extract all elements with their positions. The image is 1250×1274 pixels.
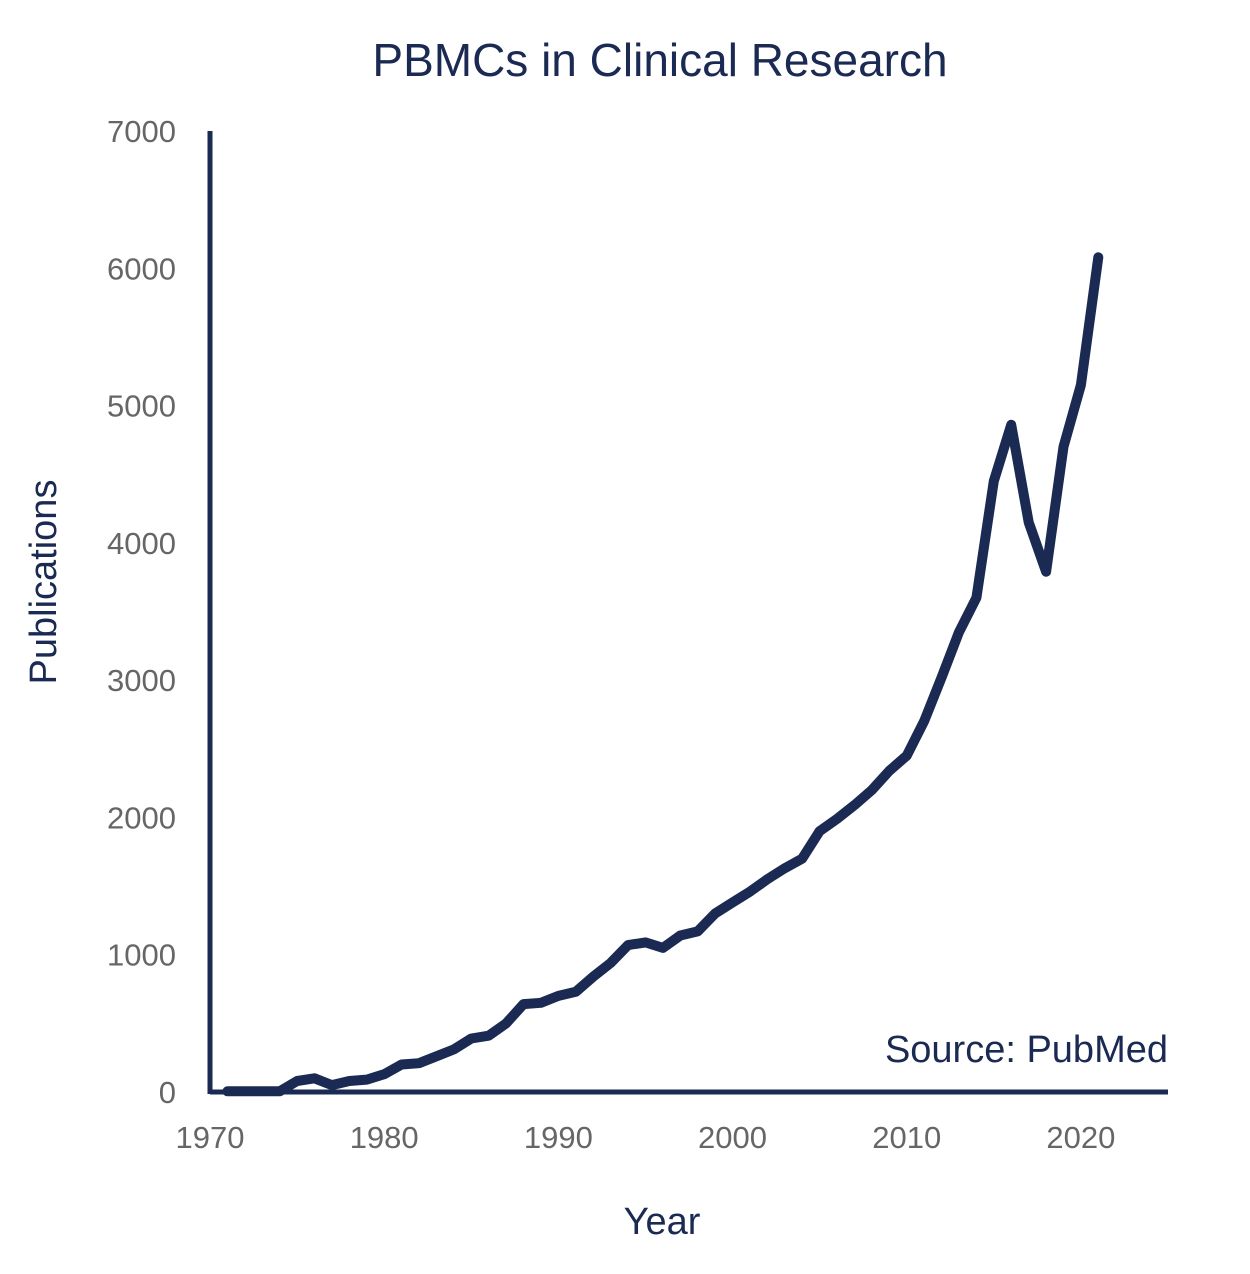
series-line: [222, 252, 1104, 1097]
x-tick-label: 2010: [872, 1120, 941, 1155]
source-annotation: Source: PubMed: [885, 1029, 1168, 1071]
y-tick-label: 6000: [107, 251, 176, 286]
y-tick-label: 2000: [107, 800, 176, 835]
y-tick-label: 7000: [107, 114, 176, 149]
y-tick-label: 5000: [107, 389, 176, 424]
x-tick-label: 1980: [350, 1120, 419, 1155]
x-axis-ticks: 1970 1980 1990 2000 2010 2020: [176, 1120, 1116, 1155]
x-tick-label: 1970: [176, 1120, 245, 1155]
x-axis-label: Year: [624, 1201, 701, 1243]
y-axis-ticks: 0 1000 2000 3000 4000 5000 6000 7000: [107, 114, 176, 1110]
x-tick-label: 2000: [698, 1120, 767, 1155]
y-tick-label: 1000: [107, 938, 176, 973]
x-tick-label: 1990: [524, 1120, 593, 1155]
y-axis-label: Publications: [23, 480, 65, 685]
y-tick-label: 0: [159, 1075, 176, 1110]
chart-title: PBMCs in Clinical Research: [372, 34, 947, 86]
y-tick-label: 4000: [107, 526, 176, 561]
y-tick-label: 3000: [107, 663, 176, 698]
x-tick-label: 2020: [1046, 1120, 1115, 1155]
